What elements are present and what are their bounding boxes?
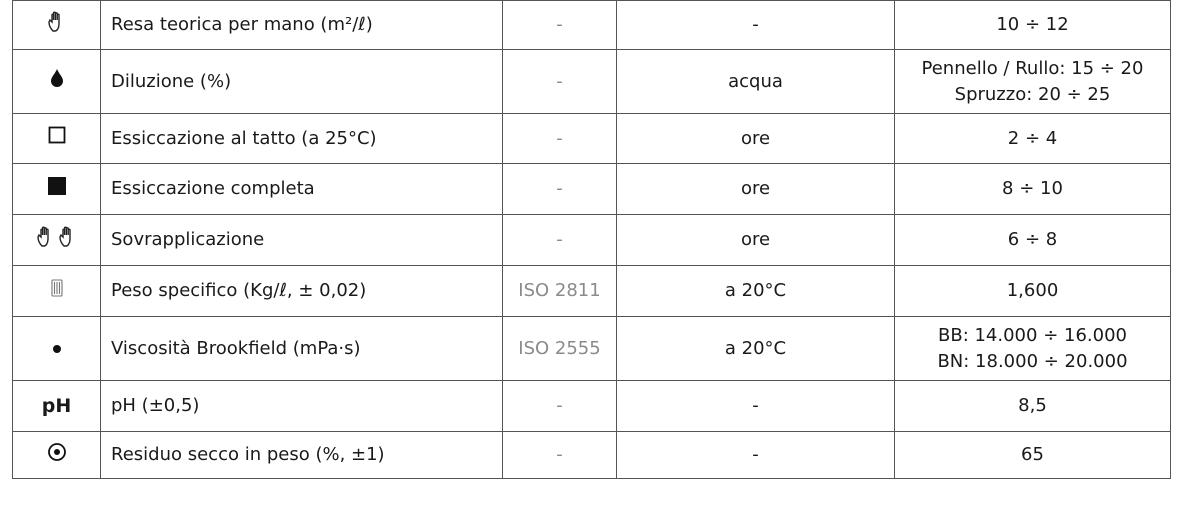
property-label: Essiccazione completa bbox=[100, 163, 503, 215]
table-row: Residuo secco in peso (%, ±1) - - 65 bbox=[12, 431, 1171, 479]
norm-cell: - bbox=[502, 431, 617, 479]
unit-cell: a 20°C bbox=[616, 265, 895, 317]
unit-cell: a 20°C bbox=[616, 316, 895, 381]
drop-icon bbox=[12, 49, 101, 114]
value-cell: 1,600 bbox=[894, 265, 1171, 317]
value-text: 6 ÷ 8 bbox=[1007, 229, 1058, 250]
value-text: BB: 14.000 ÷ 16.000 bbox=[938, 324, 1127, 346]
norm-cell: - bbox=[502, 380, 617, 432]
unit-cell: ore bbox=[616, 214, 895, 266]
table-row: Sovrapplicazione - ore 6 ÷ 8 bbox=[12, 214, 1171, 266]
ph-icon: pH bbox=[12, 380, 101, 432]
specifications-table: Resa teorica per mano (m²/ℓ) - - 10 ÷ 12… bbox=[12, 0, 1171, 479]
property-label: Sovrapplicazione bbox=[100, 214, 503, 266]
value-text: 65 bbox=[1021, 444, 1044, 465]
table-row: Peso specifico (Kg/ℓ, ± 0,02) ISO 2811 a… bbox=[12, 265, 1171, 317]
unit-cell: - bbox=[616, 431, 895, 479]
value-cell: 10 ÷ 12 bbox=[894, 0, 1171, 50]
norm-cell: ISO 2555 bbox=[502, 316, 617, 381]
value-text: 2 ÷ 4 bbox=[1007, 127, 1058, 149]
property-label: Peso specifico (Kg/ℓ, ± 0,02) bbox=[100, 265, 503, 317]
property-label: Resa teorica per mano (m²/ℓ) bbox=[100, 0, 503, 50]
value-cell: 8,5 bbox=[894, 380, 1171, 432]
value-text: 8,5 bbox=[1018, 395, 1047, 416]
value-text: 1,600 bbox=[1006, 280, 1059, 301]
table-row: Diluzione (%) - acqua Pennello / Rullo: … bbox=[12, 49, 1171, 114]
property-label: Essiccazione al tatto (a 25°C) bbox=[100, 113, 503, 164]
value-cell: 2 ÷ 4 bbox=[894, 113, 1171, 164]
empty-square-icon bbox=[12, 113, 101, 164]
table-row: Resa teorica per mano (m²/ℓ) - - 10 ÷ 12 bbox=[12, 0, 1171, 50]
hand-icon bbox=[12, 0, 101, 50]
ph-icon-text: pH bbox=[41, 394, 72, 417]
value-cell: 6 ÷ 8 bbox=[894, 214, 1171, 266]
value-cell: Pennello / Rullo: 15 ÷ 20 Spruzzo: 20 ÷ … bbox=[894, 49, 1171, 114]
table-row: Essiccazione completa - ore 8 ÷ 10 bbox=[12, 163, 1171, 215]
table-row: Viscosità Brookfield (mPa·s) ISO 2555 a … bbox=[12, 316, 1171, 381]
table-row: pH pH (±0,5) - - 8,5 bbox=[12, 380, 1171, 432]
unit-cell: ore bbox=[616, 113, 895, 164]
norm-cell: - bbox=[502, 49, 617, 114]
two-hands-icon bbox=[12, 214, 101, 266]
value-text: Pennello / Rullo: 15 ÷ 20 bbox=[921, 57, 1144, 79]
value-text: 8 ÷ 10 bbox=[1002, 178, 1063, 199]
unit-cell: acqua bbox=[616, 49, 895, 114]
value-text: BN: 18.000 ÷ 20.000 bbox=[937, 350, 1128, 372]
can-icon bbox=[12, 265, 101, 317]
value-text: Spruzzo: 20 ÷ 25 bbox=[954, 83, 1111, 105]
norm-cell: - bbox=[502, 0, 617, 50]
property-label: Diluzione (%) bbox=[100, 49, 503, 114]
target-icon bbox=[12, 431, 101, 479]
norm-cell: ISO 2811 bbox=[502, 265, 617, 317]
dot-icon bbox=[12, 316, 101, 381]
property-label: pH (±0,5) bbox=[100, 380, 503, 432]
value-cell: 8 ÷ 10 bbox=[894, 163, 1171, 215]
filled-square-icon bbox=[12, 163, 101, 215]
unit-cell: - bbox=[616, 0, 895, 50]
table-row: Essiccazione al tatto (a 25°C) - ore 2 ÷… bbox=[12, 113, 1171, 164]
value-text: 10 ÷ 12 bbox=[996, 14, 1069, 35]
norm-cell: - bbox=[502, 113, 617, 164]
norm-cell: - bbox=[502, 163, 617, 215]
unit-cell: ore bbox=[616, 163, 895, 215]
value-cell: BB: 14.000 ÷ 16.000 BN: 18.000 ÷ 20.000 bbox=[894, 316, 1171, 381]
value-cell: 65 bbox=[894, 431, 1171, 479]
property-label: Residuo secco in peso (%, ±1) bbox=[100, 431, 503, 479]
unit-cell: - bbox=[616, 380, 895, 432]
property-label: Viscosità Brookfield (mPa·s) bbox=[100, 316, 503, 381]
norm-cell: - bbox=[502, 214, 617, 266]
